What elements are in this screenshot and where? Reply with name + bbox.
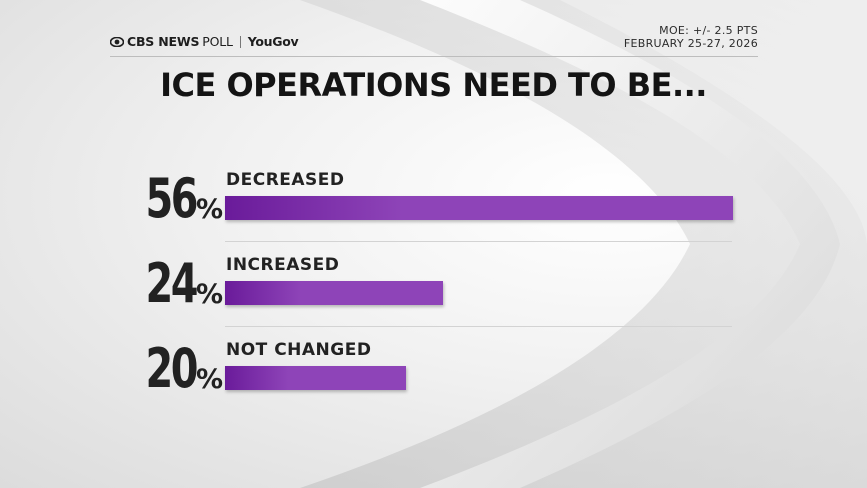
cbs-eye-icon <box>110 36 124 47</box>
value-label: 24 <box>145 252 198 315</box>
row-separator <box>225 326 732 327</box>
bar-row: 24% INCREASED <box>0 245 867 325</box>
value-label: 56 <box>145 167 198 230</box>
percent-sign: % <box>196 194 224 225</box>
bar <box>225 366 406 390</box>
bar-row: 20% NOT CHANGED <box>0 330 867 410</box>
bar-track <box>225 366 733 390</box>
poll-meta: MOE: +/- 2.5 PTS FEBRUARY 25-27, 2026 <box>624 24 758 50</box>
value-label: 20 <box>145 337 198 400</box>
chart-title: ICE OPERATIONS NEED TO BE... <box>160 66 707 104</box>
margin-of-error: MOE: +/- 2.5 PTS <box>659 24 758 37</box>
bar <box>225 281 443 305</box>
brand-divider <box>239 35 241 48</box>
row-separator <box>225 241 732 242</box>
brand-poll: POLL <box>202 34 233 49</box>
category-label: INCREASED <box>226 255 340 275</box>
category-label: DECREASED <box>226 170 345 190</box>
percent-sign: % <box>196 279 224 310</box>
brand-lockup: CBS NEWS POLL YouGov <box>110 34 299 49</box>
partner-logo: YouGov <box>247 34 299 49</box>
bar-track <box>225 196 733 220</box>
header: CBS NEWS POLL YouGov MOE: +/- 2.5 PTS FE… <box>110 24 758 57</box>
brand-network: CBS NEWS <box>127 34 200 49</box>
percent-sign: % <box>196 364 224 395</box>
bar-row: 56% DECREASED <box>0 160 867 240</box>
poll-dates: FEBRUARY 25-27, 2026 <box>623 37 758 50</box>
category-label: NOT CHANGED <box>226 340 372 360</box>
bar <box>225 196 733 220</box>
bar-track <box>225 281 733 305</box>
